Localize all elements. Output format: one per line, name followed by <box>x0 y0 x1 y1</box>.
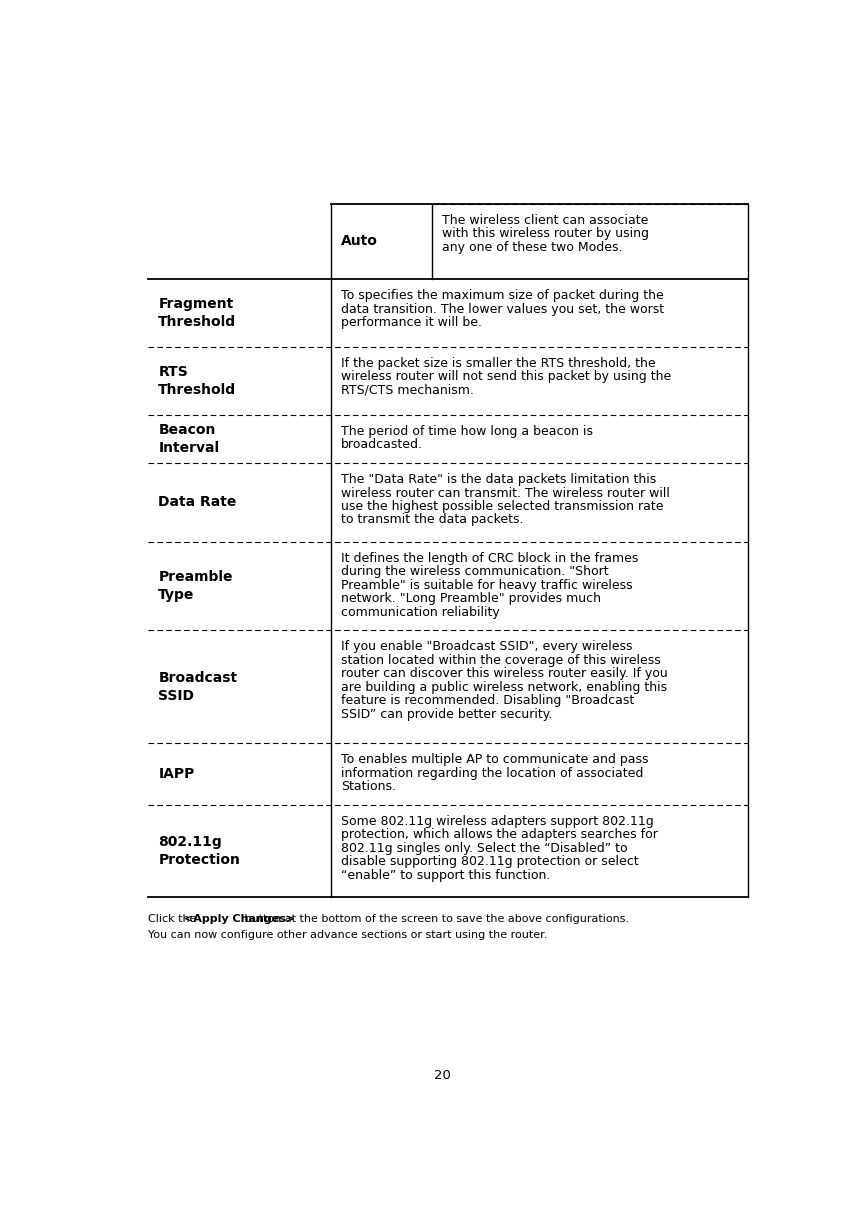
Text: wireless router can transmit. The wireless router will: wireless router can transmit. The wirele… <box>341 486 670 500</box>
Text: Auto: Auto <box>341 235 378 248</box>
Text: If the packet size is smaller the RTS threshold, the: If the packet size is smaller the RTS th… <box>341 357 656 370</box>
Text: 802.11g
Protection: 802.11g Protection <box>158 835 240 867</box>
Text: Fragment
Threshold: Fragment Threshold <box>158 297 237 329</box>
Text: broadcasted.: broadcasted. <box>341 438 423 451</box>
Text: The wireless client can associate: The wireless client can associate <box>442 214 648 227</box>
Text: are building a public wireless network, enabling this: are building a public wireless network, … <box>341 680 667 694</box>
Text: button at the bottom of the screen to save the above configurations.: button at the bottom of the screen to sa… <box>241 915 629 925</box>
Text: SSID” can provide better security.: SSID” can provide better security. <box>341 707 553 721</box>
Text: Broadcast
SSID: Broadcast SSID <box>158 670 238 702</box>
Text: To enables multiple AP to communicate and pass: To enables multiple AP to communicate an… <box>341 753 649 766</box>
Text: RTS/CTS mechanism.: RTS/CTS mechanism. <box>341 383 474 397</box>
Text: Data Rate: Data Rate <box>158 495 237 510</box>
Text: Preamble" is suitable for heavy traffic wireless: Preamble" is suitable for heavy traffic … <box>341 578 633 592</box>
Text: wireless router will not send this packet by using the: wireless router will not send this packe… <box>341 371 671 383</box>
Text: It defines the length of CRC block in the frames: It defines the length of CRC block in th… <box>341 551 638 565</box>
Text: If you enable "Broadcast SSID", every wireless: If you enable "Broadcast SSID", every wi… <box>341 640 632 653</box>
Text: feature is recommended. Disabling "Broadcast: feature is recommended. Disabling "Broad… <box>341 694 634 707</box>
Text: 802.11g singles only. Select the “Disabled” to: 802.11g singles only. Select the “Disabl… <box>341 842 628 855</box>
Text: with this wireless router by using: with this wireless router by using <box>442 227 649 239</box>
Text: performance it will be.: performance it will be. <box>341 316 482 329</box>
Text: 20: 20 <box>435 1070 451 1082</box>
Text: IAPP: IAPP <box>158 768 194 781</box>
Text: The period of time how long a beacon is: The period of time how long a beacon is <box>341 425 594 437</box>
Text: Preamble
Type: Preamble Type <box>158 570 233 602</box>
Text: station located within the coverage of this wireless: station located within the coverage of t… <box>341 653 661 667</box>
Text: during the wireless communication. "Short: during the wireless communication. "Shor… <box>341 565 609 578</box>
Text: use the highest possible selected transmission rate: use the highest possible selected transm… <box>341 500 664 513</box>
Text: data transition. The lower values you set, the worst: data transition. The lower values you se… <box>341 302 664 316</box>
Text: router can discover this wireless router easily. If you: router can discover this wireless router… <box>341 667 668 680</box>
Text: Stations.: Stations. <box>341 780 397 793</box>
Text: disable supporting 802.11g protection or select: disable supporting 802.11g protection or… <box>341 856 638 868</box>
Text: To specifies the maximum size of packet during the: To specifies the maximum size of packet … <box>341 289 664 302</box>
Text: Click the: Click the <box>149 915 200 925</box>
Text: RTS
Threshold: RTS Threshold <box>158 365 237 397</box>
Text: The "Data Rate" is the data packets limitation this: The "Data Rate" is the data packets limi… <box>341 473 657 486</box>
Text: protection, which allows the adapters searches for: protection, which allows the adapters se… <box>341 829 658 841</box>
Text: to transmit the data packets.: to transmit the data packets. <box>341 513 524 527</box>
Text: network. "Long Preamble" provides much: network. "Long Preamble" provides much <box>341 592 601 605</box>
Text: “enable” to support this function.: “enable” to support this function. <box>341 869 550 882</box>
Text: information regarding the location of associated: information regarding the location of as… <box>341 766 644 780</box>
Text: communication reliability: communication reliability <box>341 605 500 619</box>
Text: any one of these two Modes.: any one of these two Modes. <box>442 241 623 253</box>
Text: Beacon
Interval: Beacon Interval <box>158 422 219 454</box>
Text: Some 802.11g wireless adapters support 802.11g: Some 802.11g wireless adapters support 8… <box>341 815 654 828</box>
Text: <Apply Changes>: <Apply Changes> <box>183 915 295 925</box>
Text: You can now configure other advance sections or start using the router.: You can now configure other advance sect… <box>149 930 548 939</box>
